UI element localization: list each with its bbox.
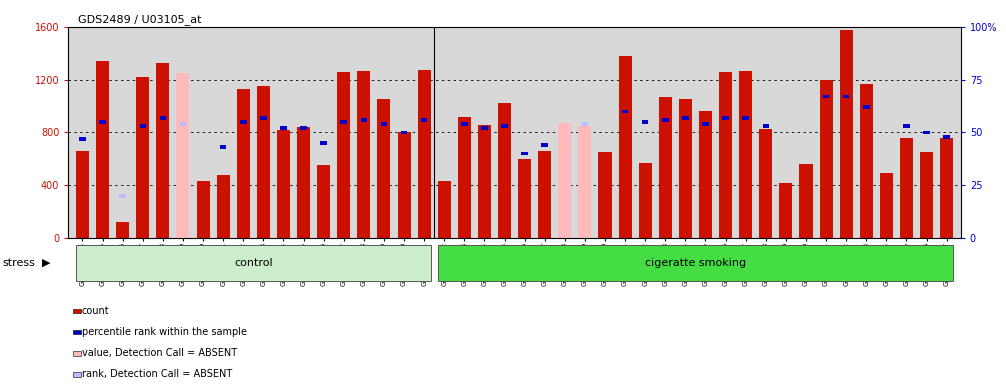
Bar [196, 181, 209, 238]
Bar [699, 111, 712, 238]
Bar [719, 72, 732, 238]
Bar [216, 175, 229, 238]
Bar [357, 71, 370, 238]
Bar [236, 89, 249, 238]
Text: GDS2489 / U03105_at: GDS2489 / U03105_at [78, 14, 202, 25]
Bar [739, 71, 752, 238]
Bar [481, 126, 488, 130]
Bar [180, 122, 186, 126]
Bar [160, 116, 166, 119]
Bar [538, 151, 551, 238]
Bar [501, 124, 508, 128]
Bar [421, 118, 428, 122]
Bar [438, 181, 451, 238]
Bar [843, 95, 849, 98]
Bar [823, 95, 829, 98]
Bar [863, 105, 869, 109]
Bar [75, 151, 89, 238]
Bar [760, 129, 773, 238]
Bar [860, 84, 873, 238]
Bar [140, 124, 146, 128]
Bar [400, 131, 407, 134]
Bar [281, 126, 287, 130]
Bar [120, 194, 126, 198]
Bar [337, 72, 350, 238]
Bar [340, 120, 347, 124]
Bar [763, 124, 769, 128]
Bar [941, 138, 954, 238]
Bar [903, 124, 909, 128]
Text: ▶: ▶ [42, 258, 50, 268]
Bar [317, 166, 330, 238]
Text: rank, Detection Call = ABSENT: rank, Detection Call = ABSENT [81, 369, 232, 379]
Bar [578, 126, 592, 238]
Bar [417, 70, 431, 238]
Bar [622, 109, 629, 113]
Bar [320, 141, 327, 145]
FancyBboxPatch shape [75, 245, 431, 281]
Bar [240, 120, 246, 124]
Bar [599, 152, 612, 238]
Bar [900, 138, 913, 238]
Bar [461, 122, 468, 126]
Text: percentile rank within the sample: percentile rank within the sample [81, 327, 246, 337]
Bar [360, 118, 367, 122]
Bar [116, 222, 129, 238]
Text: control: control [234, 258, 273, 268]
Bar [924, 131, 930, 134]
Bar [96, 61, 109, 238]
Bar [277, 130, 290, 238]
Bar [297, 127, 310, 238]
Bar [478, 124, 491, 238]
Bar [521, 152, 528, 156]
Bar [880, 174, 893, 238]
Bar [518, 159, 531, 238]
Bar [920, 152, 934, 238]
Bar [498, 103, 511, 238]
Bar [659, 97, 672, 238]
Bar [397, 132, 410, 238]
Bar [558, 123, 571, 238]
Bar [116, 222, 129, 238]
Bar [742, 116, 748, 119]
Bar [944, 135, 950, 139]
Bar [257, 86, 270, 238]
Bar [702, 122, 709, 126]
Bar [380, 122, 387, 126]
Bar [100, 120, 106, 124]
Bar [79, 137, 86, 141]
Bar [840, 30, 853, 238]
Bar [639, 163, 652, 238]
Bar [642, 120, 649, 124]
Text: stress: stress [2, 258, 35, 268]
Bar [682, 116, 689, 119]
Bar [619, 56, 632, 238]
Bar [722, 116, 729, 119]
Bar [780, 183, 793, 238]
Bar [541, 143, 548, 147]
Text: cigeratte smoking: cigeratte smoking [645, 258, 746, 268]
Text: count: count [81, 306, 110, 316]
Bar [800, 164, 813, 238]
Bar [820, 79, 833, 238]
Bar [662, 118, 669, 122]
Bar [136, 77, 149, 238]
Bar [377, 99, 390, 238]
Bar [458, 117, 471, 238]
Text: value, Detection Call = ABSENT: value, Detection Call = ABSENT [81, 348, 237, 358]
Bar [581, 122, 589, 126]
Bar [679, 99, 692, 238]
Bar [261, 116, 267, 119]
FancyBboxPatch shape [438, 245, 954, 281]
Bar [220, 146, 226, 149]
Bar [300, 126, 307, 130]
Bar [156, 63, 169, 238]
Bar [176, 73, 189, 238]
